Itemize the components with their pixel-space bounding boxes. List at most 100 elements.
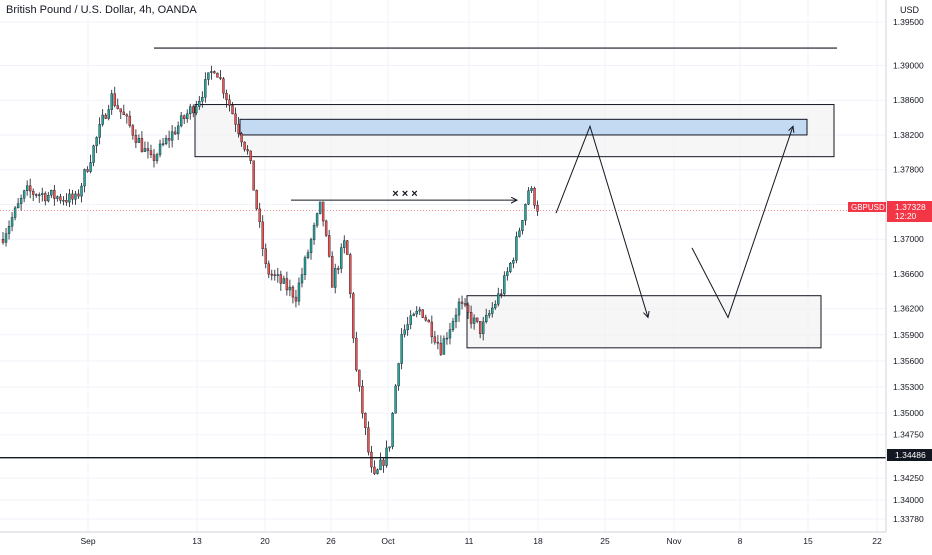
- candle-body: [243, 141, 246, 150]
- candle-body: [506, 271, 509, 276]
- candle-body: [303, 257, 307, 275]
- candle-body: [4, 233, 8, 243]
- candle-body: [448, 329, 452, 339]
- candle-body: [258, 208, 261, 223]
- candle-body: [451, 321, 455, 330]
- candle-body: [503, 275, 506, 295]
- candle-body: [195, 106, 198, 114]
- candle-body: [445, 337, 449, 340]
- candle-body: [352, 293, 355, 339]
- candle-body: [167, 138, 171, 141]
- candle-body: [454, 314, 458, 322]
- candle-body: [391, 413, 394, 447]
- symbol-tag-text: GBPUSD: [851, 203, 885, 212]
- candle-body: [41, 193, 44, 195]
- candle-body: [285, 278, 289, 291]
- marker-text: × × ×: [392, 188, 417, 200]
- candle-body: [65, 200, 68, 203]
- candle-body: [361, 386, 364, 414]
- candle-body: [270, 273, 273, 276]
- candle-body: [442, 338, 446, 355]
- candle-body: [472, 317, 476, 324]
- candle-body: [512, 260, 515, 264]
- candle-body: [376, 469, 379, 474]
- candle-layer: [0, 65, 886, 476]
- level-tag: [887, 449, 932, 461]
- candle-body: [400, 334, 403, 364]
- candle-body: [315, 213, 319, 226]
- candle-body: [204, 79, 207, 98]
- candle-body: [122, 111, 126, 116]
- time-axis[interactable]: Sep 13 20 26 Oct 11 18 25 Nov 8 15 22: [80, 536, 882, 546]
- candle-body: [518, 230, 521, 237]
- price-tick-label: 1.35600: [893, 356, 924, 366]
- candle-body: [439, 342, 443, 355]
- candle-body: [131, 125, 135, 136]
- candle-body: [32, 190, 35, 195]
- time-tick-label: 22: [872, 536, 882, 546]
- candle-body: [321, 201, 325, 222]
- candle-body: [161, 143, 165, 145]
- candle-body: [231, 105, 234, 115]
- candle-body: [13, 207, 17, 218]
- candle-body: [261, 221, 264, 249]
- candle-body: [530, 188, 533, 191]
- price-axis-bg: [886, 0, 932, 532]
- candle-body: [134, 135, 138, 143]
- candle-body: [273, 274, 276, 276]
- candle-body: [418, 309, 421, 312]
- candle-body: [397, 363, 400, 387]
- candle-body: [186, 113, 189, 119]
- time-tick-label: Sep: [80, 536, 95, 546]
- candle-body: [213, 71, 216, 74]
- candle-body: [164, 138, 168, 144]
- time-tick-label: Oct: [381, 536, 395, 546]
- time-tick-label: 15: [803, 536, 813, 546]
- candle-body: [466, 304, 470, 313]
- candle-body: [403, 329, 406, 335]
- candle-body: [306, 252, 310, 258]
- candle-body: [207, 72, 210, 80]
- candle-body: [494, 303, 497, 309]
- candle-body: [469, 311, 473, 324]
- time-tick-label: 25: [600, 536, 610, 546]
- last-price-text: 1.37328: [895, 202, 926, 212]
- candle-body: [116, 105, 119, 109]
- zone-layer: [194, 104, 835, 349]
- price-tick-label: 1.39000: [893, 60, 924, 70]
- candle-body: [234, 113, 237, 125]
- candle-body: [35, 194, 38, 196]
- countdown-text: 12:20: [895, 211, 917, 221]
- candle-body: [249, 150, 252, 161]
- currency-label: USD: [900, 5, 920, 15]
- price-tick-label: 1.35900: [893, 330, 924, 340]
- candle-body: [500, 293, 503, 296]
- candle-body: [252, 160, 255, 191]
- candle-body: [288, 286, 292, 291]
- candle-body: [83, 169, 86, 187]
- candle-body: [158, 143, 162, 155]
- time-tick-label: 11: [465, 536, 474, 546]
- price-tick-label: 1.36200: [893, 304, 924, 314]
- candle-body: [89, 162, 92, 172]
- candle-body: [485, 315, 488, 323]
- time-axis-bg: [0, 532, 932, 550]
- candle-body: [364, 413, 367, 428]
- candle-body: [358, 369, 361, 387]
- symbol-title: British Pound / U.S. Dollar, 4h, OANDA: [6, 4, 197, 16]
- candle-body: [152, 154, 156, 161]
- candle-body: [155, 154, 159, 161]
- candle-body: [176, 125, 180, 135]
- projection-path-1: [555, 124, 648, 317]
- candle-body: [219, 77, 222, 79]
- candle-body: [228, 99, 231, 106]
- time-tick-label: Nov: [666, 536, 682, 546]
- candle-body: [125, 114, 129, 117]
- candle-body: [427, 319, 431, 323]
- candle-body: [463, 303, 467, 306]
- candle-body: [222, 78, 225, 94]
- candle-body: [98, 124, 101, 138]
- candle-body: [56, 196, 59, 199]
